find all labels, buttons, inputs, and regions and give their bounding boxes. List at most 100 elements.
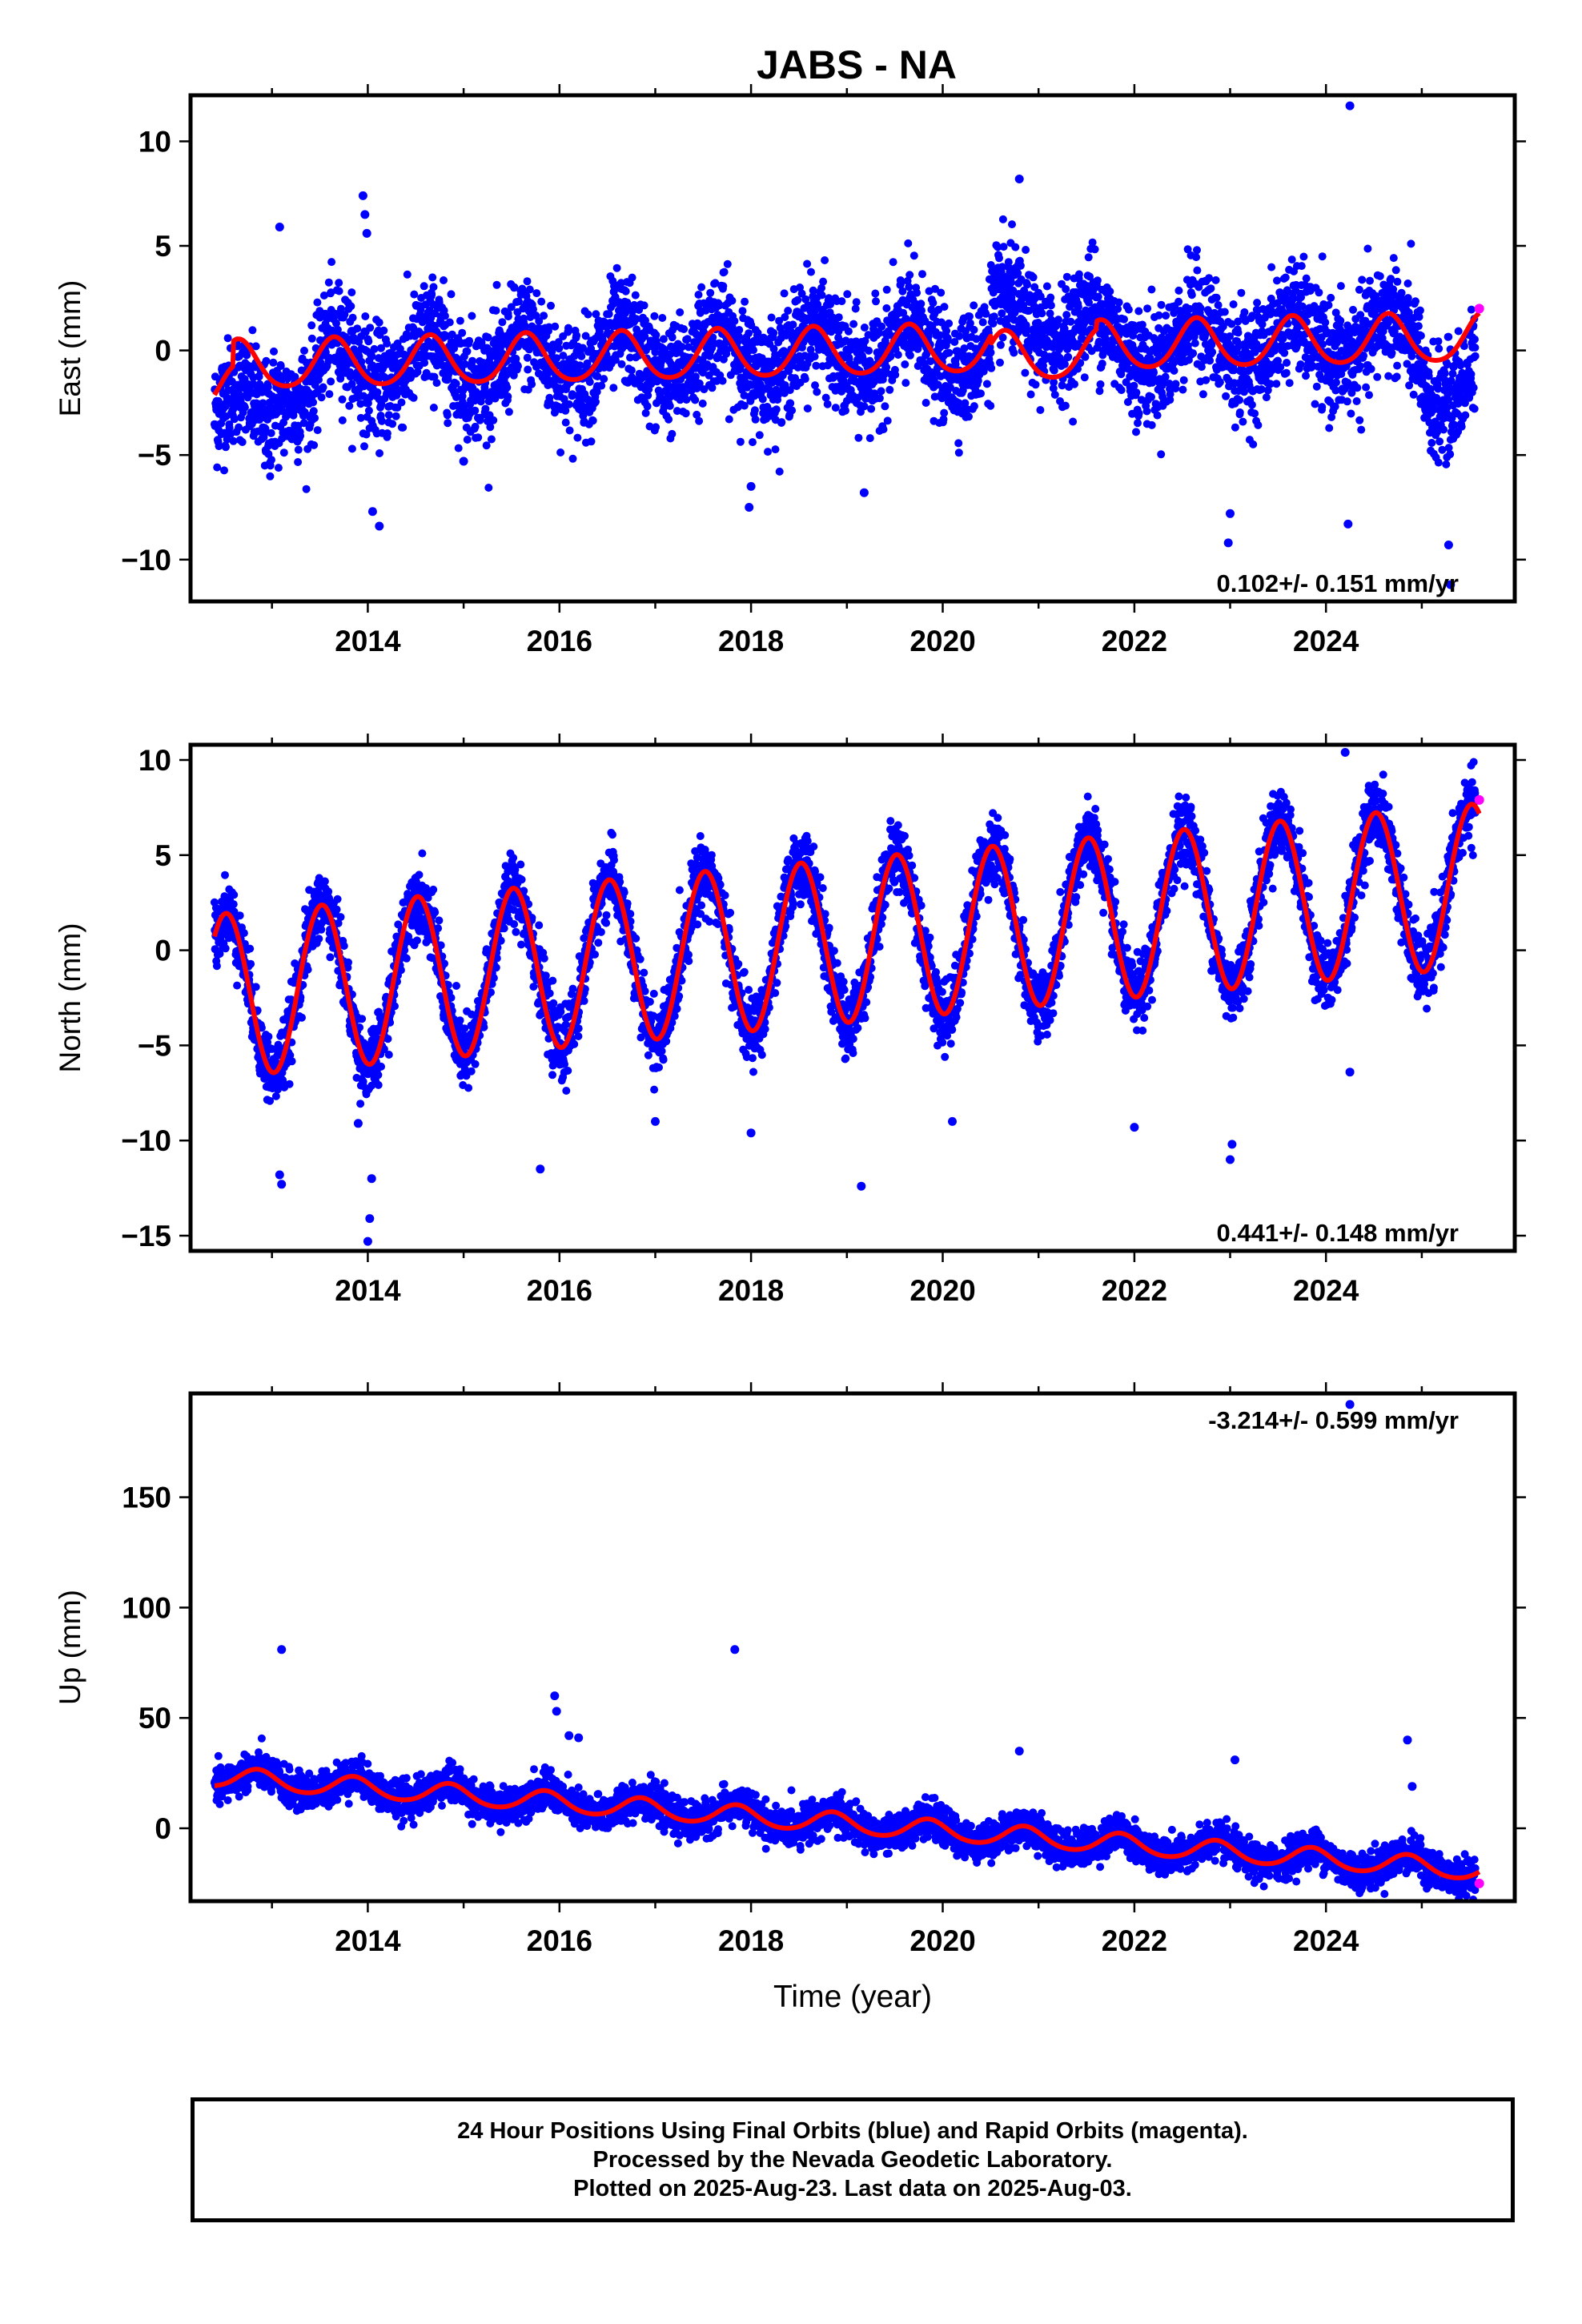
data-point [1299,252,1308,261]
data-point [807,267,815,276]
data-point [1272,380,1281,388]
data-point [588,416,597,425]
data-point [364,406,373,415]
data-point [321,348,330,356]
data-point [211,372,219,381]
data-point [317,393,326,402]
data-point [487,435,496,444]
data-point [1324,301,1333,309]
data-point [300,408,309,416]
data-point [810,352,819,361]
data-point [1060,360,1069,368]
data-point [1202,376,1211,384]
data-point [891,371,900,379]
data-point [764,448,772,456]
data-point [347,302,355,311]
data-point [564,324,572,332]
data-point [745,329,753,338]
data-point [667,360,676,369]
data-point [1211,275,1220,284]
data-point [691,396,700,404]
data-point [220,428,229,437]
data-point [1389,254,1398,263]
data-point [309,398,318,407]
data-point [1215,378,1224,387]
data-point [860,402,869,411]
data-point [347,444,356,453]
data-point [1352,397,1361,405]
data-point [383,340,391,348]
data-point [788,406,797,415]
data-point [1397,288,1406,297]
data-point [1393,361,1402,370]
data-point [1467,305,1476,314]
data-point [239,929,248,938]
data-point [238,438,247,446]
data-point [420,359,429,367]
outlier-point [459,456,468,466]
data-point [1321,318,1330,327]
data-point [587,437,596,446]
data-point [276,362,285,370]
data-point [1366,276,1374,285]
data-point [1283,359,1291,367]
data-point [668,429,677,438]
outlier-point [1345,101,1355,111]
data-point [767,313,776,322]
data-point [834,313,843,322]
data-point [865,434,874,443]
data-point [1235,396,1244,404]
data-point [1315,288,1323,297]
data-point [691,372,700,381]
data-point [440,276,448,284]
data-point [1206,356,1215,365]
data-point [1415,306,1424,315]
data-point [362,430,371,439]
data-point [230,415,239,424]
data-point [460,360,469,368]
data-point [1062,311,1071,320]
data-point [445,318,454,327]
data-point [676,308,685,316]
data-point [230,891,239,899]
data-point [738,307,747,316]
data-point [259,399,267,408]
data-point [1010,348,1018,357]
data-point [1353,384,1362,392]
data-point [560,395,568,404]
data-point [465,336,474,345]
data-point [498,318,507,327]
data-point [917,306,926,315]
data-point [1347,409,1355,418]
data-point [249,380,258,388]
data-point [1046,301,1055,310]
data-point [1375,271,1384,280]
data-point [652,423,661,432]
data-point [529,305,537,314]
data-point [872,297,880,306]
data-point [525,285,534,294]
data-point [544,323,553,332]
outlier-point [1226,509,1235,518]
data-point [604,310,613,319]
data-point [559,352,568,360]
data-point [801,375,809,384]
data-point [1134,307,1143,316]
data-point [693,410,701,419]
data-point [758,395,767,404]
data-point [999,243,1008,251]
data-point [1253,299,1262,307]
data-point [889,258,897,267]
data-point [740,401,749,410]
data-point [609,384,618,392]
data-point [336,304,345,313]
outlier-point [1343,519,1353,529]
data-point [1240,308,1249,316]
data-point [1008,220,1016,229]
data-point [1446,450,1455,459]
data-point [1084,253,1093,262]
data-point [695,416,704,425]
data-point [1120,315,1128,324]
data-point [353,324,362,333]
data-point [677,343,686,352]
